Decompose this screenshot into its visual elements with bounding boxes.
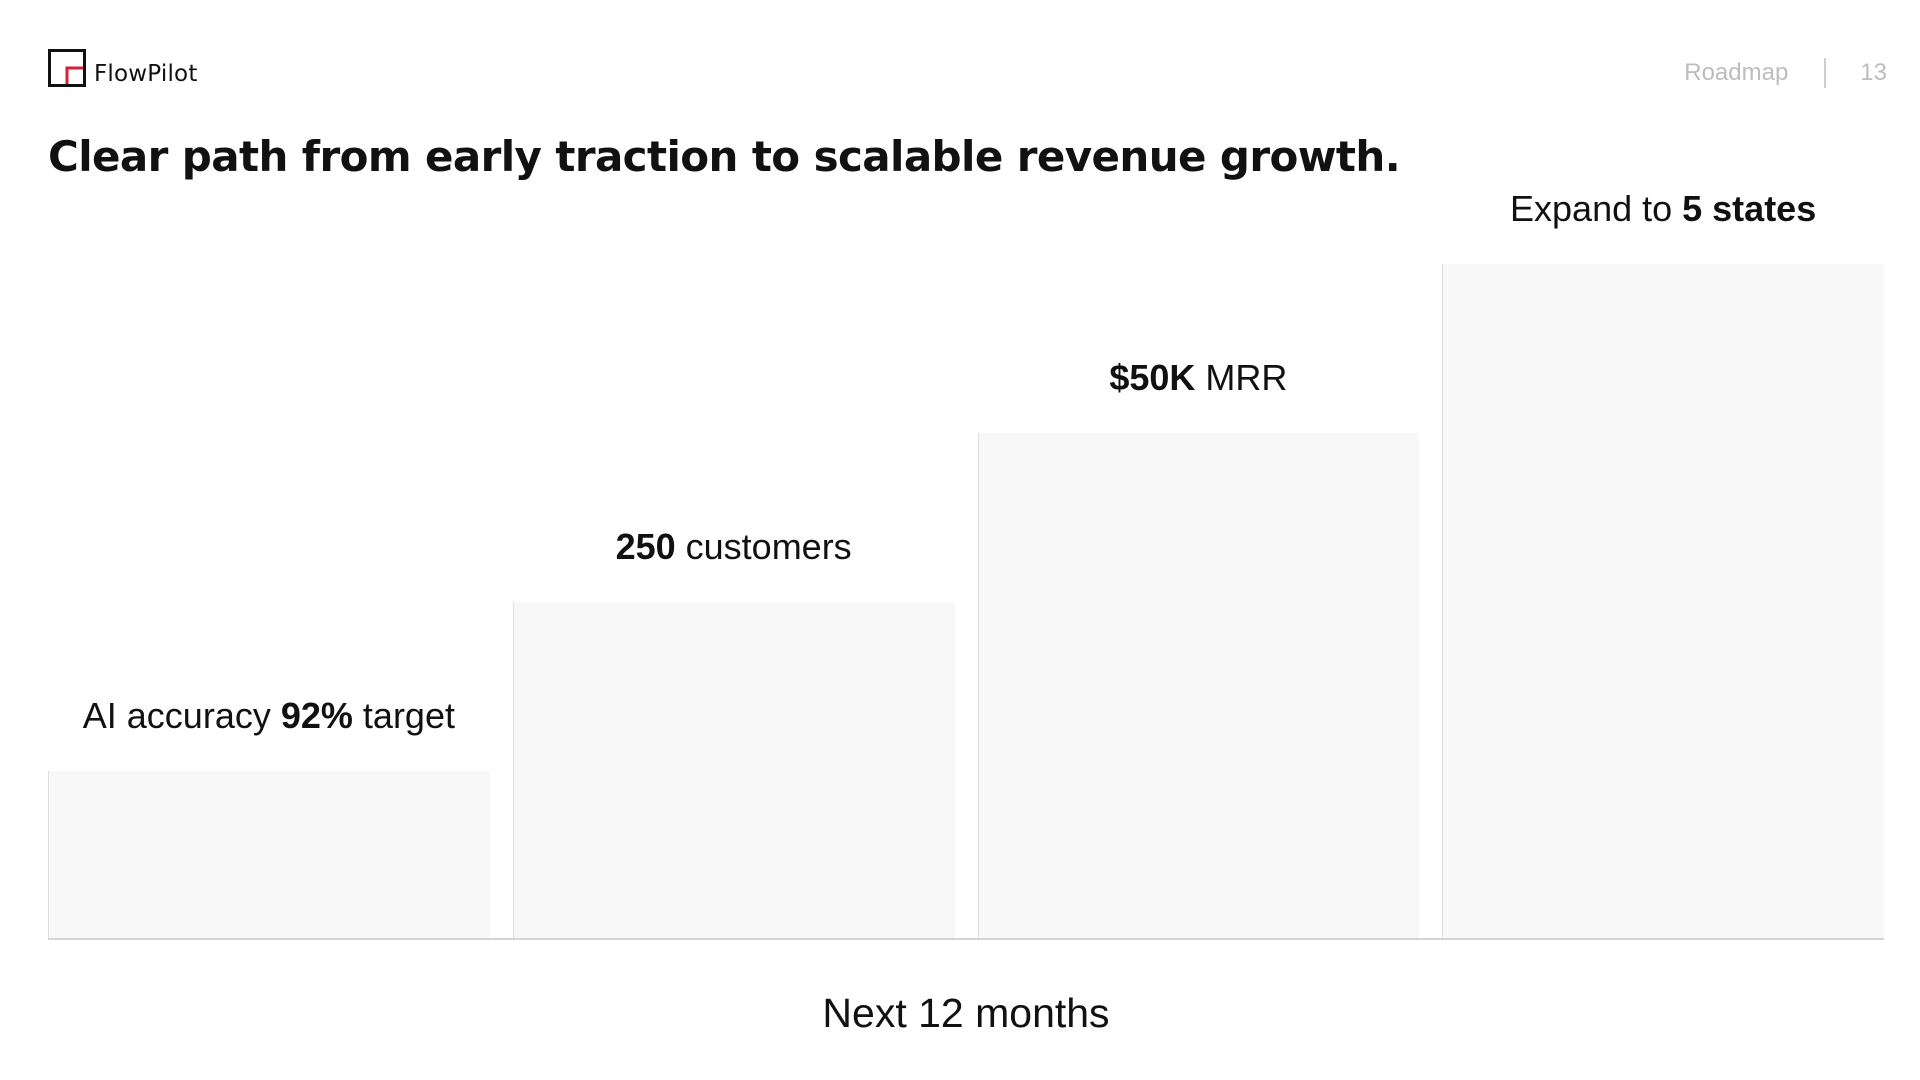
step-bar-1 (48, 771, 490, 940)
step-label-3: $50K MRR (1109, 357, 1287, 399)
step-label-text: target (352, 695, 455, 736)
brand-name: FlowPilot (94, 61, 198, 87)
step-label-2: 250 customers (616, 526, 852, 568)
slide-meta: Roadmap 13 (1684, 58, 1887, 88)
roadmap-step-chart: AI accuracy 92% target 250 customers $50K … (48, 180, 1884, 940)
step-bar-3 (977, 433, 1420, 940)
timeframe-label: Next 12 months (822, 990, 1110, 1036)
section-label: Roadmap (1684, 59, 1789, 86)
header-divider (1824, 58, 1827, 88)
step-bar-4 (1442, 264, 1884, 940)
step-label-text: AI accuracy (82, 695, 281, 736)
step-label-text: customers (675, 526, 852, 567)
step-label-1: AI accuracy 92% target (83, 695, 455, 737)
step-label-text: MRR (1195, 357, 1288, 398)
step-label-value: $50K (1109, 357, 1196, 398)
step-label-value: 250 (615, 526, 676, 567)
step-label-text: Expand to (1510, 188, 1683, 229)
step-label-value: 5 states (1682, 188, 1817, 229)
step-label-value: 92% (280, 695, 353, 736)
chart-baseline (48, 938, 1884, 940)
brand: FlowPilot (48, 48, 198, 88)
page-number: 13 (1860, 59, 1887, 86)
square-corner-logo-icon (48, 49, 86, 87)
step-bar-2 (512, 602, 955, 940)
step-label-4: Expand to 5 states (1510, 188, 1816, 230)
slide-headline: Clear path from early traction to scalab… (48, 132, 1401, 181)
